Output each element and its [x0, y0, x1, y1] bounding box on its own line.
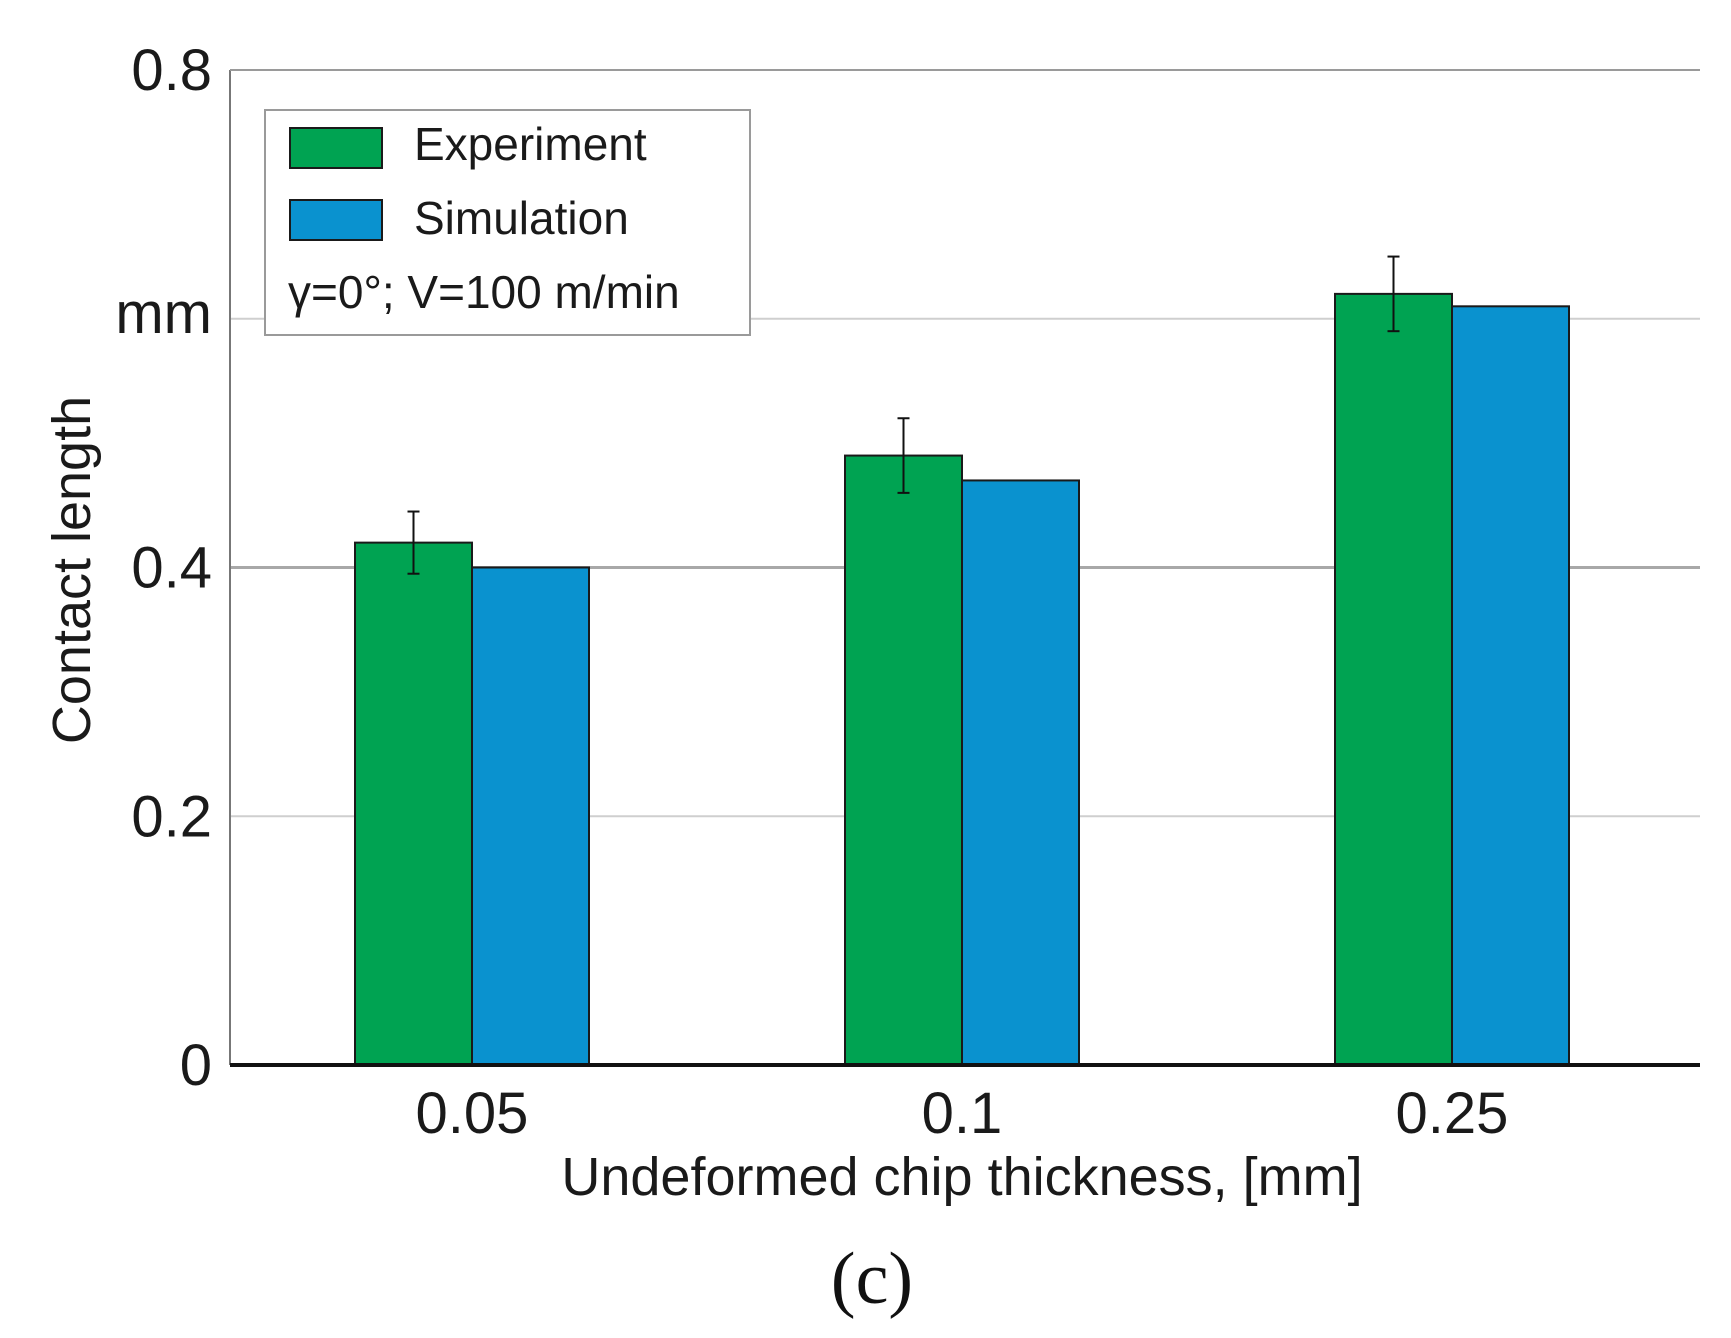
- error-bars: [407, 255, 1400, 575]
- x-axis-title: Undeformed chip thickness, [mm]: [561, 1147, 1362, 1207]
- legend-swatch-simulation: [289, 199, 383, 241]
- axes: [229, 69, 1700, 1067]
- bar-experiment-0.25: [1334, 292, 1453, 1066]
- y-axis-title: Contact length: [42, 396, 102, 744]
- bar-simulation-0.1: [961, 479, 1080, 1066]
- legend-label-experiment: Experiment: [414, 118, 647, 170]
- y-unit-label: mm: [115, 281, 212, 346]
- bar-experiment-0.1: [844, 454, 963, 1066]
- tick-labels: 0 0.2 0.4 0.8 0.05 0.1 0.25: [131, 38, 1508, 1146]
- panel-label: (c): [831, 1238, 913, 1320]
- bar-simulation-0.25: [1451, 305, 1570, 1066]
- y-tick-label: 0.4: [131, 536, 212, 601]
- x-tick-label: 0.1: [922, 1081, 1003, 1146]
- legend-swatch-experiment: [289, 127, 383, 169]
- x-tick-label: 0.05: [416, 1081, 529, 1146]
- y-tick-label: 0.2: [131, 784, 212, 849]
- legend: Experiment Simulation γ=0°; V=100 m/min: [264, 109, 751, 336]
- legend-note: γ=0°; V=100 m/min: [288, 266, 680, 318]
- bar-experiment-0.05: [354, 541, 473, 1066]
- legend-label-simulation: Simulation: [414, 192, 629, 244]
- bar-simulation-0.05: [471, 566, 590, 1066]
- x-tick-label: 0.25: [1396, 1081, 1509, 1146]
- bars: [354, 292, 1570, 1066]
- y-tick-label: 0: [180, 1033, 212, 1098]
- y-tick-label: 0.8: [131, 38, 212, 103]
